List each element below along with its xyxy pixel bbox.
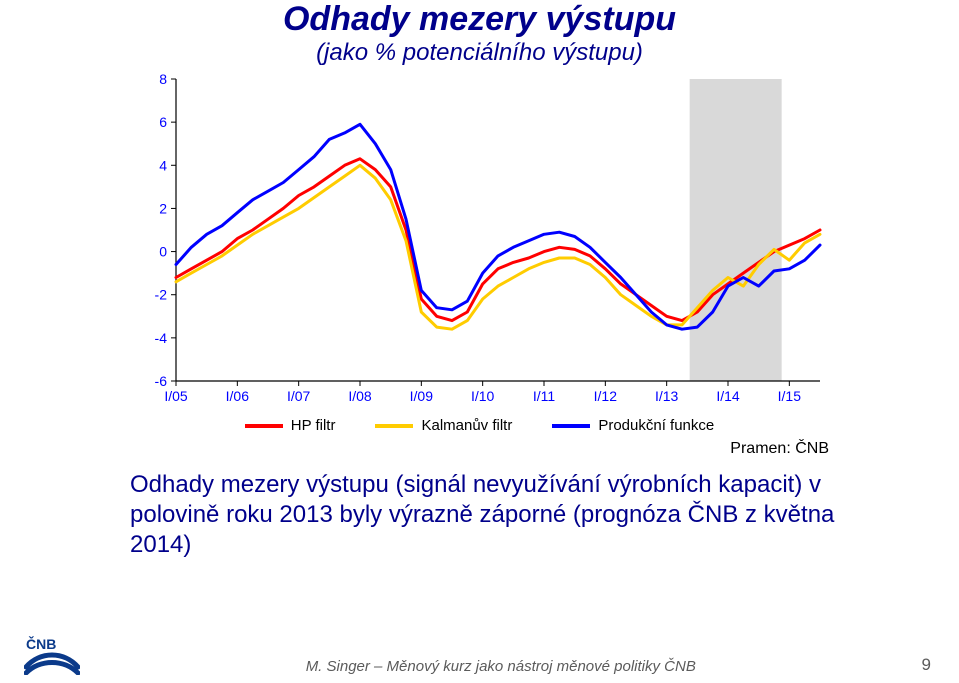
- x-tick-label: I/10: [470, 388, 494, 404]
- slide: Odhady mezery výstupu (jako % potenciáln…: [0, 0, 959, 683]
- logo-arc-bottom: [26, 663, 78, 674]
- footer-text: M. Singer – Měnový kurz jako nástroj měn…: [80, 658, 922, 675]
- y-tick-label: -6: [154, 373, 167, 389]
- chart-svg: -6 -4 -2 0 2 4 6 8 I/05 I/06 I/07 I/08 I/09 I/10 I/11 I…: [130, 71, 830, 411]
- y-tick-label: 4: [159, 157, 167, 173]
- legend-swatch: [375, 424, 413, 428]
- y-tick-label: 2: [159, 200, 167, 216]
- x-tick-label: I/12: [593, 388, 617, 404]
- output-gap-chart: -6 -4 -2 0 2 4 6 8 I/05 I/06 I/07 I/08 I/09 I/10 I/11 I…: [130, 71, 830, 411]
- x-tick-label: I/13: [654, 388, 678, 404]
- chart-source: Pramen: ČNB: [0, 440, 829, 458]
- x-tick-label: I/08: [348, 388, 372, 404]
- legend-swatch: [245, 424, 283, 428]
- chart-legend: HP filtr Kalmanův filtr Produkční funkce: [0, 417, 959, 434]
- legend-label: Kalmanův filtr: [421, 417, 512, 434]
- y-tick-label: -4: [154, 330, 167, 346]
- subtitle-text: (jako % potenciálního výstupu): [316, 39, 643, 66]
- legend-label: HP filtr: [291, 417, 336, 434]
- legend-item: Produkční funkce: [552, 417, 714, 434]
- x-tick-label: I/15: [777, 388, 801, 404]
- x-tick-label: I/07: [286, 388, 310, 404]
- y-tick-label: -2: [154, 287, 167, 303]
- cnb-logo: ČNB: [24, 635, 80, 675]
- legend-item: HP filtr: [245, 417, 336, 434]
- x-tick-label: I/05: [164, 388, 188, 404]
- slide-footer: ČNB M. Singer – Měnový kurz jako nástroj…: [0, 635, 959, 675]
- legend-label: Produkční funkce: [598, 417, 714, 434]
- legend-swatch: [552, 424, 590, 428]
- x-tick-label: I/11: [532, 388, 555, 404]
- page-subtitle: (jako % potenciálního výstupu): [0, 39, 959, 67]
- footer-text-content: M. Singer – Měnový kurz jako nástroj měn…: [306, 658, 696, 675]
- logo-text: ČNB: [26, 635, 56, 652]
- y-tick-label: 6: [159, 114, 167, 130]
- page-number: 9: [922, 655, 931, 675]
- x-tick-label: I/09: [409, 388, 433, 404]
- y-tick-label: 8: [159, 71, 167, 87]
- title-text: Odhady mezery výstupu: [283, 0, 676, 38]
- y-tick-label: 0: [159, 244, 167, 260]
- legend-item: Kalmanův filtr: [375, 417, 512, 434]
- source-text: Pramen: ČNB: [730, 440, 829, 457]
- x-tick-label: I/06: [225, 388, 249, 404]
- page-title: Odhady mezery výstupu: [0, 0, 959, 39]
- forecast-band: [689, 79, 781, 381]
- body-text: Odhady mezery výstupu (signál nevyužíván…: [130, 470, 879, 560]
- page-number-value: 9: [922, 655, 931, 674]
- x-tick-label: I/14: [716, 388, 740, 404]
- body-text-content: Odhady mezery výstupu (signál nevyužíván…: [130, 471, 834, 558]
